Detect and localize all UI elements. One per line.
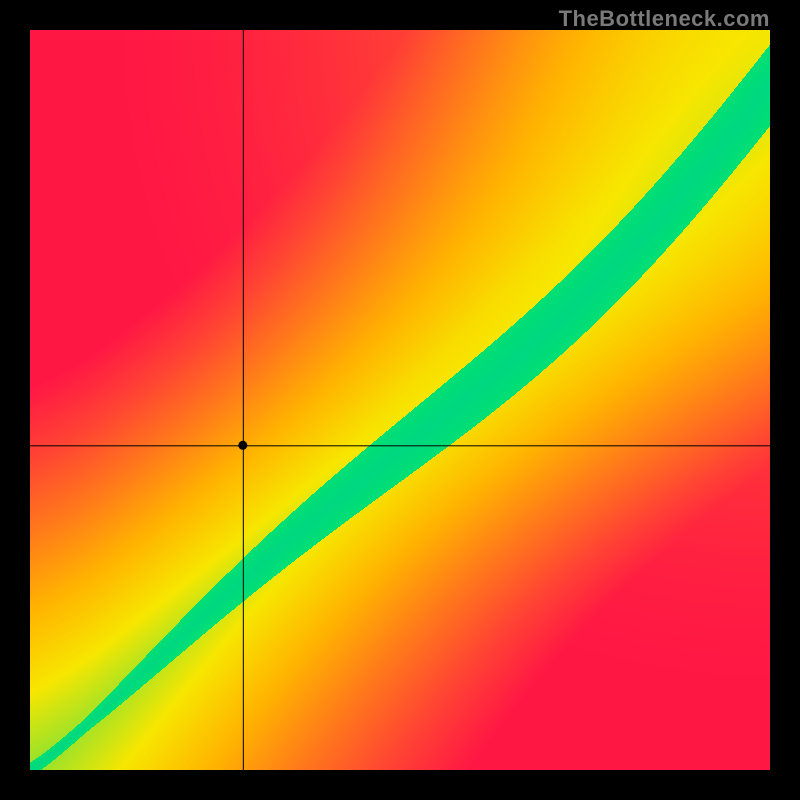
heatmap-panel bbox=[30, 30, 770, 770]
watermark-text: TheBottleneck.com bbox=[559, 6, 770, 32]
bottleneck-heatmap bbox=[30, 30, 770, 770]
